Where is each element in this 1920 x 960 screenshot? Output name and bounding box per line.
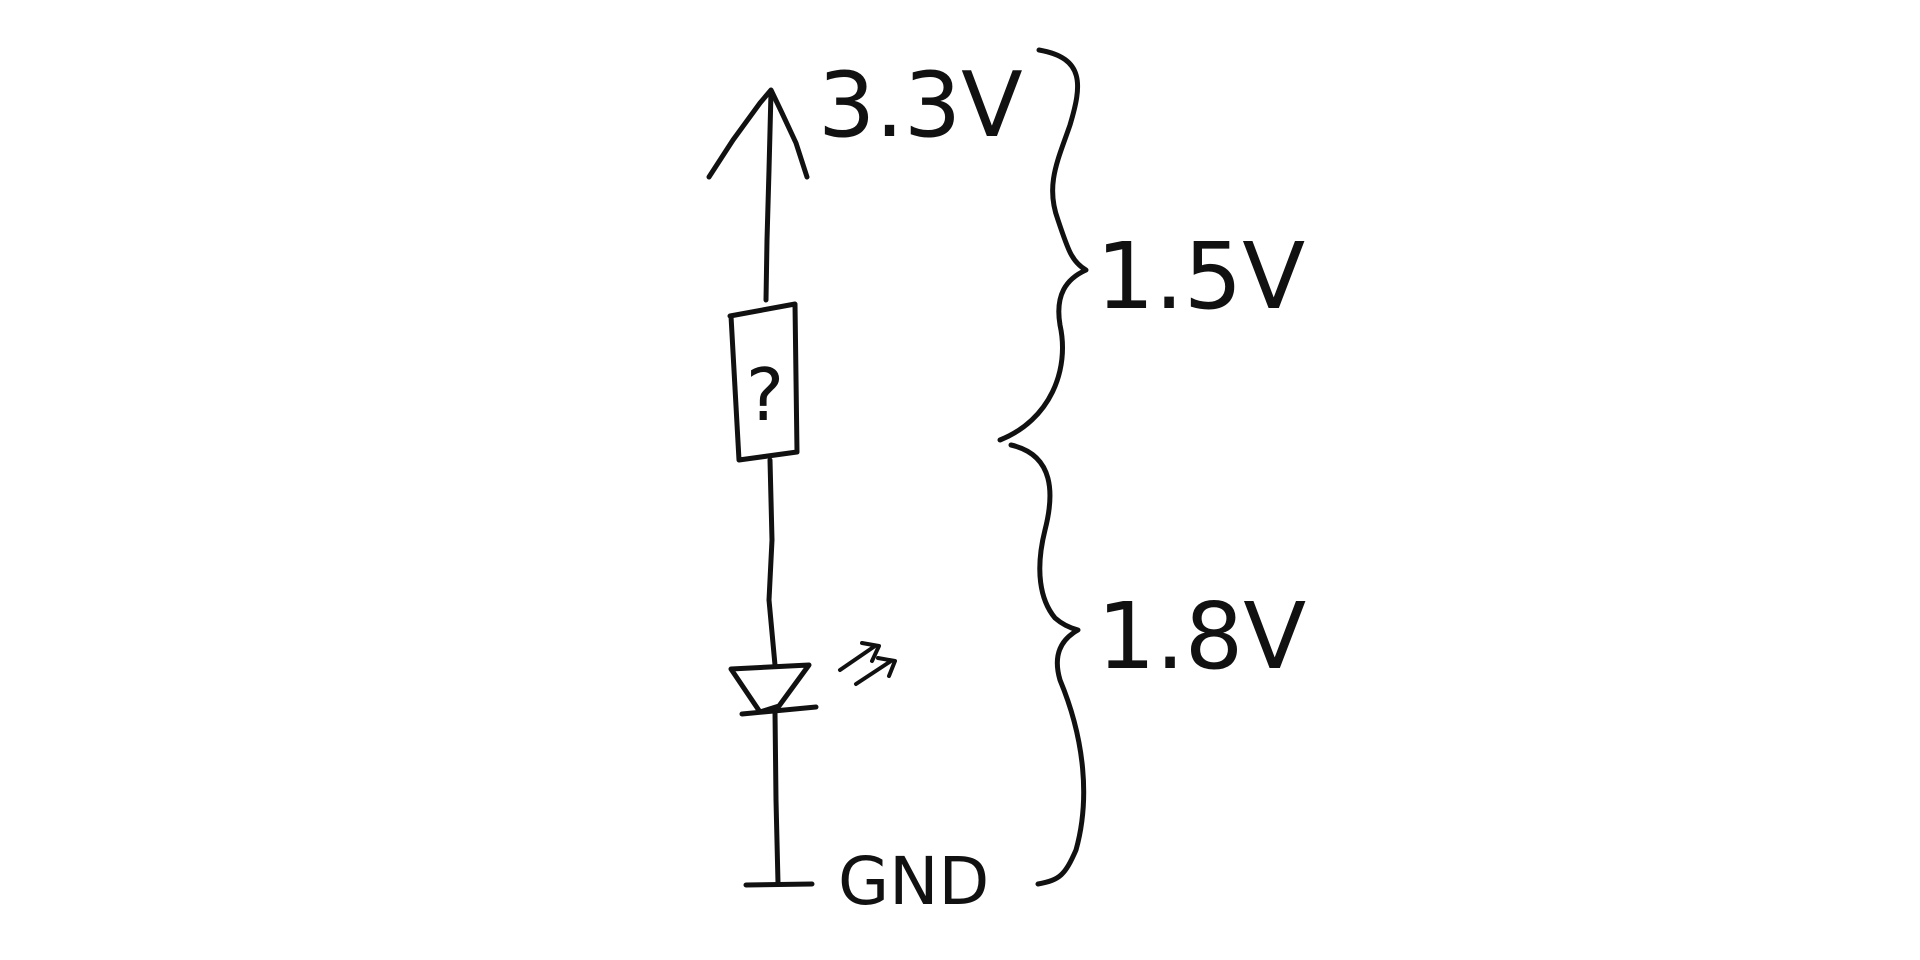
ground-label: GND xyxy=(838,843,989,920)
upper-voltage-brace xyxy=(997,47,1089,443)
unknown-component: ? xyxy=(727,301,800,463)
supply-arrow-icon xyxy=(706,87,810,303)
supply-voltage-label: 3.3V xyxy=(818,53,1023,158)
ground-icon xyxy=(743,881,815,888)
lower-voltage-brace xyxy=(1008,442,1087,887)
upper-voltage-label: 1.5V xyxy=(1096,223,1305,330)
lower-voltage-label: 1.8V xyxy=(1097,583,1306,690)
unknown-component-label: ? xyxy=(746,353,784,437)
wire-segment xyxy=(772,709,781,886)
wire-segment xyxy=(766,457,778,668)
led-icon xyxy=(728,641,897,717)
